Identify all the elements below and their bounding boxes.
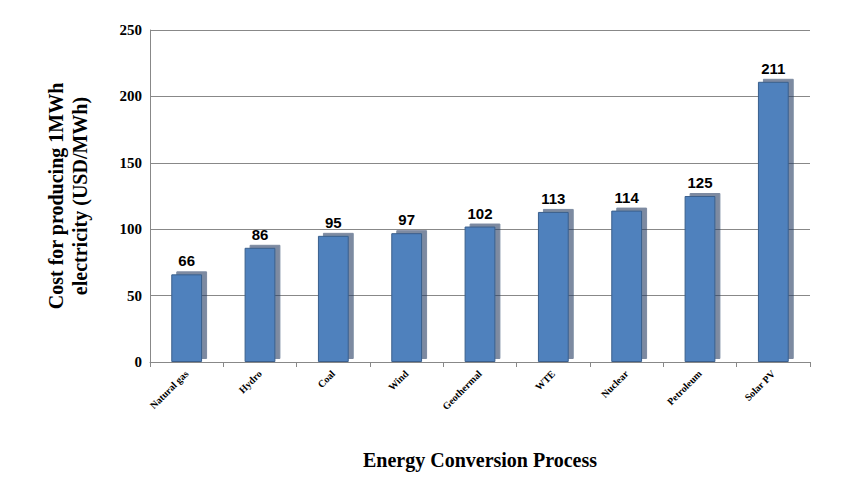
svg-text:Hydro: Hydro <box>237 368 264 395</box>
svg-text:Energy Conversion Process: Energy Conversion Process <box>363 449 597 472</box>
svg-text:211: 211 <box>761 60 785 77</box>
svg-text:150: 150 <box>120 155 143 171</box>
svg-text:Geothermal: Geothermal <box>440 368 484 412</box>
svg-text:Nuclear: Nuclear <box>599 368 631 400</box>
svg-text:Solar PV: Solar PV <box>742 368 777 403</box>
svg-text:200: 200 <box>120 88 143 104</box>
svg-text:50: 50 <box>127 288 142 304</box>
svg-text:113: 113 <box>541 190 565 207</box>
svg-text:102: 102 <box>467 205 492 222</box>
svg-text:114: 114 <box>615 189 640 206</box>
svg-text:Coal: Coal <box>315 368 337 390</box>
svg-text:Wind: Wind <box>386 368 411 393</box>
svg-text:86: 86 <box>252 226 269 243</box>
svg-text:100: 100 <box>120 221 143 237</box>
svg-text:66: 66 <box>178 252 195 269</box>
svg-text:Natural gas: Natural gas <box>148 368 191 411</box>
svg-text:125: 125 <box>687 174 712 191</box>
svg-text:97: 97 <box>398 211 415 228</box>
svg-text:WTE: WTE <box>533 368 557 392</box>
svg-text:Cost for producing 1MWh: Cost for producing 1MWh <box>45 83 68 310</box>
svg-text:0: 0 <box>135 354 143 370</box>
svg-text:Petroleum: Petroleum <box>665 368 704 407</box>
svg-text:electricity (USD/MWh): electricity (USD/MWh) <box>69 97 92 295</box>
svg-text:95: 95 <box>325 214 342 231</box>
svg-text:250: 250 <box>120 22 143 38</box>
